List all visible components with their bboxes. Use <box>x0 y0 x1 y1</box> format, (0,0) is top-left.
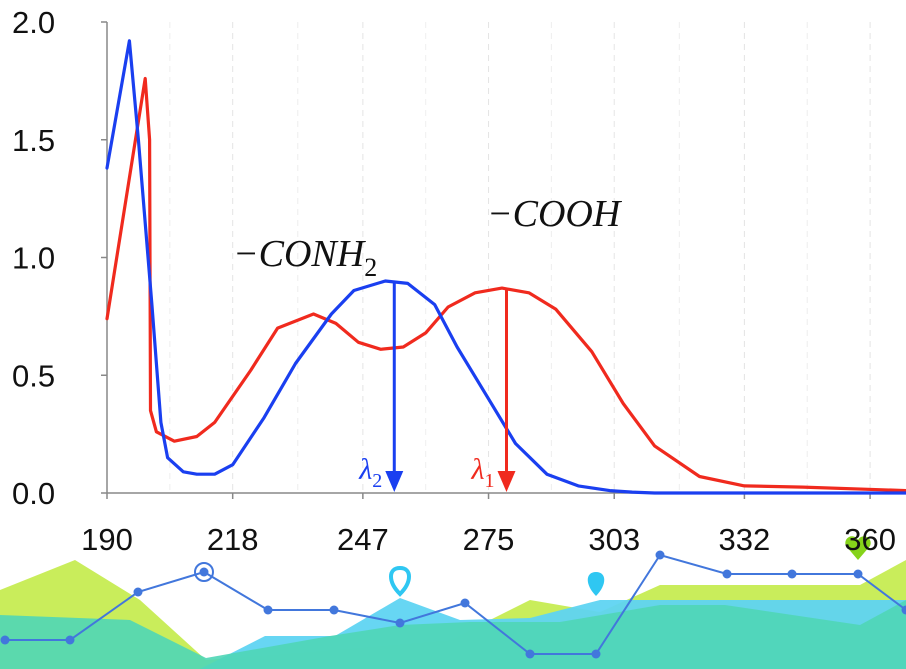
decor-dot <box>395 618 405 628</box>
y-tick-label: 0.0 <box>12 476 55 511</box>
decor-dot <box>65 635 75 645</box>
peak-arrow-head <box>385 471 404 492</box>
axes <box>101 21 906 499</box>
decor-dot <box>263 605 273 615</box>
decor-dot <box>525 649 535 659</box>
y-tick-label: 1.5 <box>12 123 55 158</box>
peak-arrow-head <box>497 471 516 492</box>
x-tick-label: 303 <box>588 522 640 557</box>
annotations: λ2 λ1 −CONH2 −COOH <box>233 193 623 492</box>
x-tick-label: 218 <box>207 522 259 557</box>
series-group <box>105 39 906 495</box>
decor-dot <box>460 598 470 608</box>
decor-dot <box>591 649 601 659</box>
lambda-label: λ2 <box>358 453 382 492</box>
decor-dot <box>133 587 143 597</box>
decor-dot <box>655 550 665 560</box>
decor-dot <box>901 605 906 615</box>
tick-labels: 190 218 247 275 303 332 360 0.0 0.5 1.0 1.5 2.0 <box>12 5 896 557</box>
y-tick-label: 0.5 <box>12 358 55 393</box>
decor-dot <box>329 605 339 615</box>
series-line-red <box>105 76 906 493</box>
x-tick-label: 332 <box>719 522 771 557</box>
map-pin-filled-icon <box>587 572 605 596</box>
map-pin-icon <box>389 565 411 597</box>
target-icon <box>194 562 214 582</box>
x-tick-label: 190 <box>81 522 133 557</box>
y-tick-label: 2.0 <box>12 5 55 40</box>
decor-dot <box>853 569 863 579</box>
series-line-blue <box>105 39 906 495</box>
group-label-conh2: −CONH2 <box>233 233 377 282</box>
x-tick-label: 275 <box>463 522 515 557</box>
decor-dot <box>787 569 797 579</box>
x-tick-label: 247 <box>337 522 389 557</box>
background-decoration <box>0 536 906 669</box>
group-label-cooh: −COOH <box>487 193 623 235</box>
x-tick-label: 360 <box>844 522 896 557</box>
wave-teal <box>0 600 906 669</box>
y-tick-label: 1.0 <box>12 241 55 276</box>
heart-icon <box>845 536 871 560</box>
grid-lines <box>169 22 871 493</box>
lambda-label: λ1 <box>471 453 495 492</box>
decor-dot <box>722 569 732 579</box>
decor-dot <box>0 635 10 645</box>
decor-dot <box>199 567 209 577</box>
